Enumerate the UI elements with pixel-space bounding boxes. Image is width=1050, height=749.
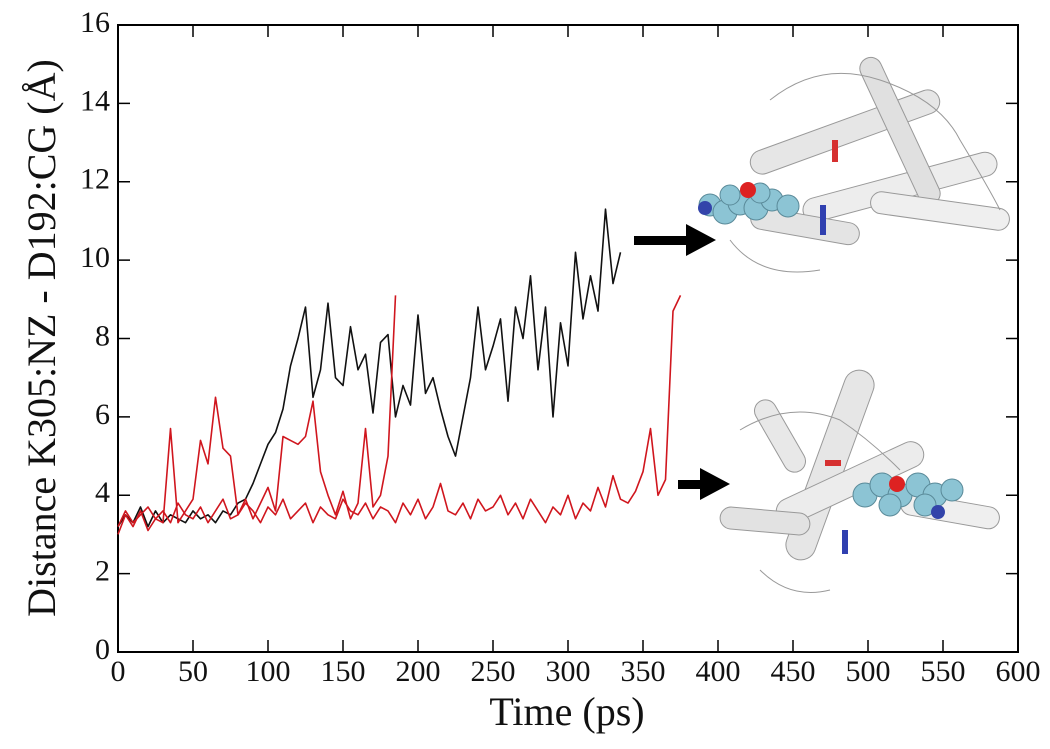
arrows — [634, 224, 730, 500]
x-tick-label: 500 — [846, 655, 891, 688]
x-tick-label: 550 — [921, 655, 966, 688]
y-tick-label: 6 — [95, 398, 110, 431]
x-tick-label: 200 — [396, 655, 441, 688]
protein-illustration — [698, 56, 1010, 273]
x-tick-label: 50 — [178, 655, 208, 688]
x-tick-label: 400 — [696, 655, 741, 688]
data-line — [117, 295, 682, 527]
x-tick-label: 250 — [471, 655, 516, 688]
x-tick-label: 350 — [621, 655, 666, 688]
y-tick-label: 4 — [95, 476, 110, 509]
x-axis-label: Time (ps) — [489, 689, 644, 734]
y-tick-label: 0 — [95, 633, 110, 666]
x-tick-label: 600 — [996, 655, 1041, 688]
data-line — [117, 295, 397, 535]
x-tick-label: 300 — [546, 655, 591, 688]
y-tick-label: 12 — [80, 163, 110, 196]
y-tick-label: 8 — [95, 319, 110, 352]
y-tick-label: 16 — [80, 6, 110, 39]
data-line — [117, 208, 622, 528]
x-tick-label: 0 — [111, 655, 126, 688]
x-tick-label: 150 — [321, 655, 366, 688]
protein-illustration — [719, 369, 1000, 593]
y-tick-label: 14 — [80, 84, 110, 117]
y-axis-label: Distance K305:NZ - D192:CG (Å) — [19, 59, 64, 617]
y-tick-label: 2 — [95, 555, 110, 588]
y-tick-label: 10 — [80, 241, 110, 274]
x-tick-label: 100 — [246, 655, 291, 688]
x-tick-label: 450 — [771, 655, 816, 688]
